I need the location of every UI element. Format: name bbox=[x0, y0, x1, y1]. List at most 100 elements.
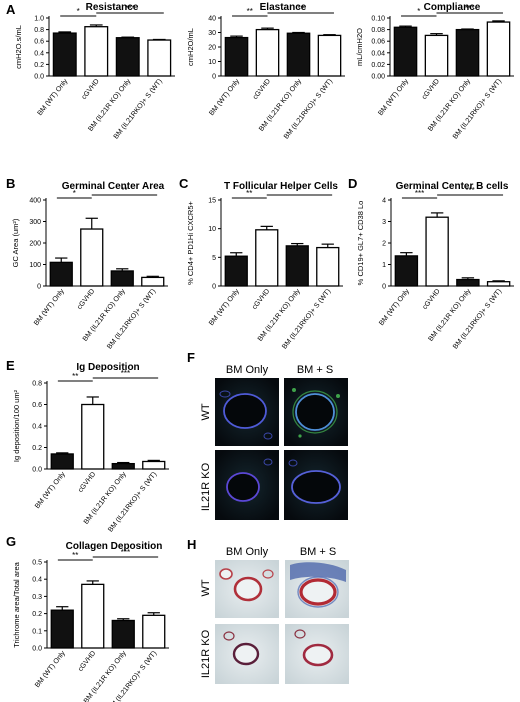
elastance-significance-0: ** bbox=[247, 7, 253, 16]
elastance-chart: Elastance cmH2O/mL 0 10 20 30 40 BM (WT) Only cG… bbox=[186, 2, 345, 141]
germinal-center-area-ytick-label-0: 0 bbox=[37, 284, 41, 291]
elastance-ytick-label-4: 40 bbox=[208, 16, 216, 23]
tri-col-label-bm-s: BM + S bbox=[300, 546, 336, 558]
collagen-deposition-significance-1: *** bbox=[121, 548, 130, 557]
t-follicular-helper-chart: T Follicular Helper Cells % CD4+ PD1Hi CX… bbox=[186, 181, 343, 351]
germinal-center-b-ylabel: % CD19+ GL7+ CD38 Lo bbox=[356, 201, 365, 286]
compliance-bar-2 bbox=[455, 28, 480, 77]
germinal-center-area-significance-1: ** bbox=[121, 186, 127, 195]
germinal-center-area-ytick-label-3: 300 bbox=[29, 219, 41, 226]
t-follicular-helper-ytick-label-2: 10 bbox=[208, 226, 216, 233]
if-image-wt-bm-s bbox=[284, 378, 348, 446]
if-col-label-bm-s: BM + S bbox=[297, 364, 333, 376]
collagen-deposition-significance-0: ** bbox=[72, 551, 78, 560]
panel-letter-d: D bbox=[348, 176, 357, 191]
collagen-deposition-category-label-0: BM (WT) Only bbox=[34, 650, 67, 690]
ig-deposition-significance-1: *** bbox=[121, 369, 130, 378]
germinal-center-b-bar-3 bbox=[486, 281, 511, 287]
ig-deposition-category-label-0: BM (WT) Only bbox=[34, 471, 67, 511]
resistance-ytick-label-1: 0.2 bbox=[34, 62, 44, 69]
germinal-center-area-significance-0: * bbox=[73, 189, 76, 198]
compliance-chart: Compliance mL/cmH2O 0.00 0.02 0.04 0.06 0.08 0.… bbox=[355, 2, 514, 141]
ig-deposition-bar-1 bbox=[81, 403, 105, 470]
ig-deposition-ytick-label-4: 0.8 bbox=[32, 381, 42, 388]
ig-deposition-ytick-label-0: 0.0 bbox=[32, 467, 42, 474]
resistance-bar-1 bbox=[84, 26, 109, 77]
compliance-category-label-0: BM (WT) Only bbox=[377, 78, 410, 118]
germinal-center-b-ytick-label-0: 0 bbox=[382, 284, 386, 291]
tri-image-wt-bm-s bbox=[285, 560, 349, 618]
resistance-category-label-1: cGVHD bbox=[81, 78, 101, 101]
if-row-label-wt: WT bbox=[200, 403, 212, 420]
germinal-center-b-ytick-label-1: 1 bbox=[382, 262, 386, 269]
collagen-deposition-ytick-label-5: 0.5 bbox=[32, 560, 42, 567]
collagen-deposition-ytick-label-3: 0.3 bbox=[32, 594, 42, 601]
elastance-ylabel: cmH2O/mL bbox=[186, 28, 195, 66]
resistance-chart: Resistance cmH2O.s/mL 0.0 0.2 0.4 0.6 0.8 1.0 BM… bbox=[14, 2, 175, 141]
elastance-ytick-label-1: 10 bbox=[208, 59, 216, 66]
tri-image-wt-bm-only bbox=[215, 560, 279, 618]
collagen-deposition-bar-1 bbox=[81, 583, 105, 649]
if-image-ko-bm-only bbox=[215, 450, 279, 520]
resistance-bar-2 bbox=[115, 37, 140, 77]
immunofluorescence-panel: BM Only BM + S WT IL21R KO bbox=[200, 364, 348, 520]
trichrome-panel: BM Only BM + S WT IL21R KO bbox=[200, 546, 349, 684]
resistance-significance-1: *** bbox=[125, 4, 134, 13]
collagen-deposition-category-label-1: cGVHD bbox=[77, 650, 97, 673]
t-follicular-helper-bar-3 bbox=[316, 246, 340, 287]
germinal-center-b-ytick-label-2: 2 bbox=[382, 241, 386, 248]
collagen-deposition-ytick-label-2: 0.2 bbox=[32, 611, 42, 618]
tri-row-label-il21r-ko: IL21R KO bbox=[200, 629, 212, 678]
germinal-center-area-ytick-label-4: 400 bbox=[29, 198, 41, 205]
panel-letter-h: H bbox=[187, 537, 196, 552]
germinal-center-b-bar-2 bbox=[456, 278, 480, 287]
ig-deposition-ytick-label-3: 0.6 bbox=[32, 402, 42, 409]
ig-deposition-bar-0 bbox=[50, 453, 74, 470]
resistance-ytick-label-3: 0.6 bbox=[34, 39, 44, 46]
if-image-ko-bm-s bbox=[284, 450, 348, 520]
germinal-center-area-ytick-label-1: 100 bbox=[29, 262, 41, 269]
panel-letter-a: A bbox=[6, 2, 16, 17]
tri-image-ko-bm-s bbox=[285, 624, 349, 684]
germinal-center-area-chart: Germinal Center Area GC Area (um²) 0 100 200… bbox=[11, 181, 168, 351]
t-follicular-helper-ytick-label-0: 0 bbox=[212, 284, 216, 291]
ig-deposition-title: Ig Deposition bbox=[76, 362, 139, 373]
t-follicular-helper-significance-0: ** bbox=[246, 189, 252, 198]
germinal-center-area-title: Germinal Center Area bbox=[62, 181, 165, 192]
resistance-title: Resistance bbox=[86, 2, 139, 13]
panel-letter-e: E bbox=[6, 358, 15, 373]
t-follicular-helper-ytick-label-1: 5 bbox=[212, 255, 216, 262]
germinal-center-b-bar-0 bbox=[394, 255, 419, 287]
elastance-significance-1: ** bbox=[298, 4, 304, 13]
resistance-bar-3 bbox=[147, 39, 172, 77]
germinal-center-b-category-label-0: BM (WT) Only bbox=[378, 288, 411, 328]
resistance-ylabel: cmH2O.s/mL bbox=[14, 25, 23, 69]
panel-letter-g: G bbox=[6, 534, 16, 549]
germinal-center-b-category-label-1: cGVHD bbox=[422, 288, 442, 311]
collagen-deposition-ytick-label-4: 0.4 bbox=[32, 577, 42, 584]
resistance-bar-0 bbox=[52, 32, 77, 77]
t-follicular-helper-category-label-1: cGVHD bbox=[251, 288, 271, 311]
t-follicular-helper-ylabel: % CD4+ PD1Hi CXCR5+ bbox=[186, 200, 195, 284]
compliance-ytick-label-2: 0.04 bbox=[371, 50, 385, 57]
if-col-label-bm-only: BM Only bbox=[226, 364, 269, 376]
resistance-category-label-0: BM (WT) Only bbox=[37, 78, 70, 118]
collagen-deposition-category-label-3: BM (IL21RKO)+ S (WT) bbox=[107, 650, 158, 702]
germinal-center-area-bar-3 bbox=[141, 276, 165, 287]
compliance-ytick-label-5: 0.10 bbox=[371, 16, 385, 23]
resistance-ytick-label-0: 0.0 bbox=[34, 74, 44, 81]
germinal-center-b-ytick-label-4: 4 bbox=[382, 198, 386, 205]
elastance-category-label-1: cGVHD bbox=[252, 78, 272, 101]
collagen-deposition-ytick-label-1: 0.1 bbox=[32, 628, 42, 635]
resistance-ytick-label-5: 1.0 bbox=[34, 16, 44, 23]
elastance-ytick-label-3: 30 bbox=[208, 30, 216, 37]
compliance-bar-1 bbox=[424, 34, 449, 77]
resistance-ytick-label-4: 0.8 bbox=[34, 27, 44, 34]
tri-row-label-wt: WT bbox=[200, 579, 212, 596]
t-follicular-helper-category-label-0: BM (WT) Only bbox=[208, 288, 241, 328]
germinal-center-area-ytick-label-2: 200 bbox=[29, 241, 41, 248]
germinal-center-b-significance-0: *** bbox=[415, 189, 424, 198]
resistance-ytick-label-2: 0.4 bbox=[34, 50, 44, 57]
compliance-ytick-label-4: 0.08 bbox=[371, 27, 385, 34]
panel-letter-c: C bbox=[179, 176, 189, 191]
